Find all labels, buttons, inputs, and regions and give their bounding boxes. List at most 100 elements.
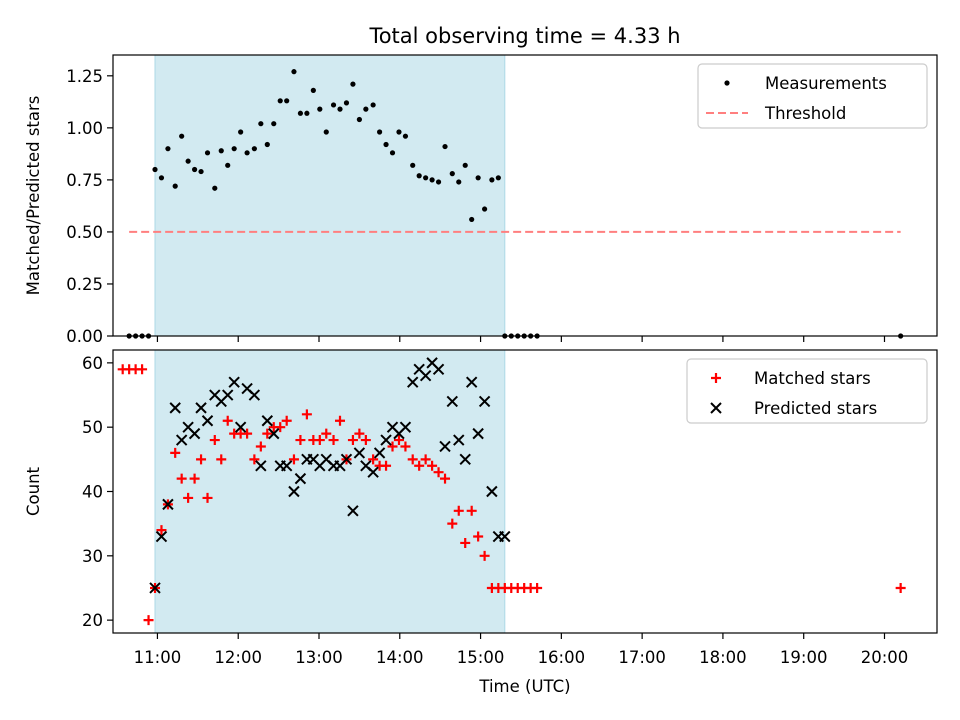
predicted-star-point [399, 421, 412, 433]
measurement-point [456, 179, 462, 185]
measurement-point [449, 171, 455, 177]
predicted-star-point [175, 434, 188, 446]
x-tick-label: 19:00 [780, 648, 828, 667]
predicted-star-point [294, 472, 307, 485]
matched-star-point [196, 454, 207, 465]
predicted-star-point [380, 434, 392, 446]
measurement-point [172, 183, 178, 189]
matched-star-point [156, 525, 167, 536]
matched-star-point [255, 441, 266, 452]
matched-star-point [170, 447, 181, 458]
y-tick-label: 40 [82, 483, 103, 502]
legend-label: Matched stars [754, 369, 871, 388]
y-tick-label: 50 [82, 418, 103, 437]
matched-star-point [262, 428, 273, 439]
predicted-star-point [222, 389, 234, 401]
matched-star-point [354, 428, 365, 439]
measurement-point [152, 166, 158, 173]
matched-star-point [202, 492, 213, 503]
matched-star-point [433, 467, 444, 478]
measurement-point [356, 116, 362, 123]
predicted-star-point [432, 363, 445, 376]
matched-star-point [209, 435, 220, 446]
measurement-point [271, 121, 277, 127]
y-tick-label: 1.00 [66, 119, 103, 138]
x-tick-label: 11:00 [134, 648, 182, 667]
predicted-star-point [155, 530, 168, 543]
x-tick-label: 18:00 [699, 648, 747, 667]
matched-star-point [466, 505, 477, 516]
matched-star-point [143, 615, 154, 626]
predicted-star-point [465, 376, 478, 388]
y-axis-label: Count [24, 466, 43, 516]
predicted-star-point [340, 453, 353, 466]
matched-star-point [400, 441, 411, 452]
y-tick-label: 20 [82, 611, 103, 630]
x-tick-label: 16:00 [538, 648, 586, 667]
y-tick-label: 0.00 [66, 327, 103, 346]
matched-star-point [281, 415, 292, 426]
predicted-star-point [195, 402, 207, 414]
legend-marker [710, 402, 722, 414]
predicted-star-point [353, 447, 366, 459]
matched-star-point [249, 454, 260, 465]
predicted-star-point [169, 402, 181, 414]
measurement-point [297, 110, 304, 116]
matched-star-point [427, 460, 438, 471]
measurement-point [191, 166, 198, 173]
y-tick-label: 0.25 [66, 275, 103, 294]
matched-star-point [479, 550, 490, 561]
matched-star-point [347, 435, 358, 446]
matched-star-point [414, 460, 425, 471]
measurement-point [238, 129, 244, 135]
x-axis-label: Time (UTC) [478, 677, 570, 696]
matched-star-point [393, 435, 404, 446]
predicted-star-point [162, 498, 174, 511]
observing-window-shade [154, 54, 506, 337]
measurement-point [383, 141, 389, 148]
predicted-star-point [453, 434, 465, 446]
measurement-point [363, 106, 369, 112]
matched-star-point [176, 473, 187, 484]
measurement-point [251, 146, 257, 152]
measurement-point [317, 106, 323, 112]
legend-box [686, 358, 928, 424]
measurement-point [277, 98, 283, 104]
matched-star-point [895, 582, 906, 593]
measurement-point [310, 87, 316, 93]
axes-frame [112, 54, 938, 337]
legend-label: Predicted stars [754, 399, 877, 418]
measurement-point [482, 206, 488, 212]
measurement-point [402, 133, 409, 139]
y-axis-label: Matched/Predicted stars [24, 96, 43, 296]
matched-star-point [295, 435, 306, 446]
matched-star-point [453, 505, 464, 516]
measurement-point [337, 106, 343, 112]
matched-star-point [473, 531, 484, 542]
predicted-star-point [446, 395, 459, 408]
legend: Matched stars Predicted stars [686, 358, 928, 424]
matched-star-point [335, 415, 346, 426]
predicted-star-point [268, 427, 280, 440]
matched-star-point [301, 409, 312, 420]
predicted-star-point [255, 460, 267, 472]
predicted-star-point [288, 485, 300, 498]
y-tick-label: 1.25 [66, 67, 103, 86]
x-tick-label: 14:00 [376, 648, 424, 667]
matched-star-point [321, 428, 332, 439]
measurement-point [158, 175, 165, 181]
predicted-star-point [280, 460, 293, 472]
x-tick-label: 17:00 [618, 648, 666, 667]
x-tick-label: 13:00 [295, 648, 343, 667]
x-tick-label: 20:00 [861, 648, 909, 667]
measurement-point [204, 150, 211, 156]
predicted-star-point [248, 389, 261, 401]
matched-star-point [420, 454, 431, 465]
measurement-point [410, 162, 416, 168]
measurement-point [258, 121, 264, 127]
measurement-point [284, 98, 290, 104]
predicted-star-point [261, 415, 274, 427]
x-tick-label: 12:00 [214, 648, 262, 667]
predicted-star-point [486, 485, 498, 498]
